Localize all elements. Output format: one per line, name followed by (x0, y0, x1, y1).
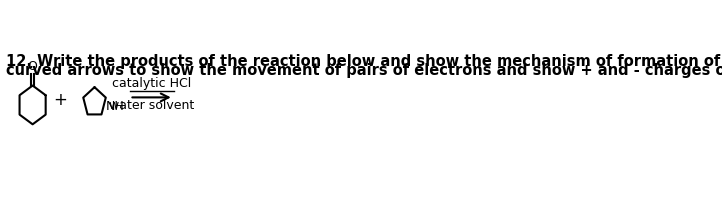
Text: +: + (53, 91, 68, 109)
Text: 12. Write the products of the reaction below and show the mechanism of formation: 12. Write the products of the reaction b… (6, 54, 722, 69)
Text: O: O (27, 60, 38, 73)
Text: NH: NH (106, 99, 124, 113)
Text: catalytic HCl: catalytic HCl (112, 77, 191, 90)
Text: curved arrows to show the movement of pairs of electrons and show + and - charge: curved arrows to show the movement of pa… (6, 63, 722, 78)
Text: water solvent: water solvent (109, 99, 194, 112)
